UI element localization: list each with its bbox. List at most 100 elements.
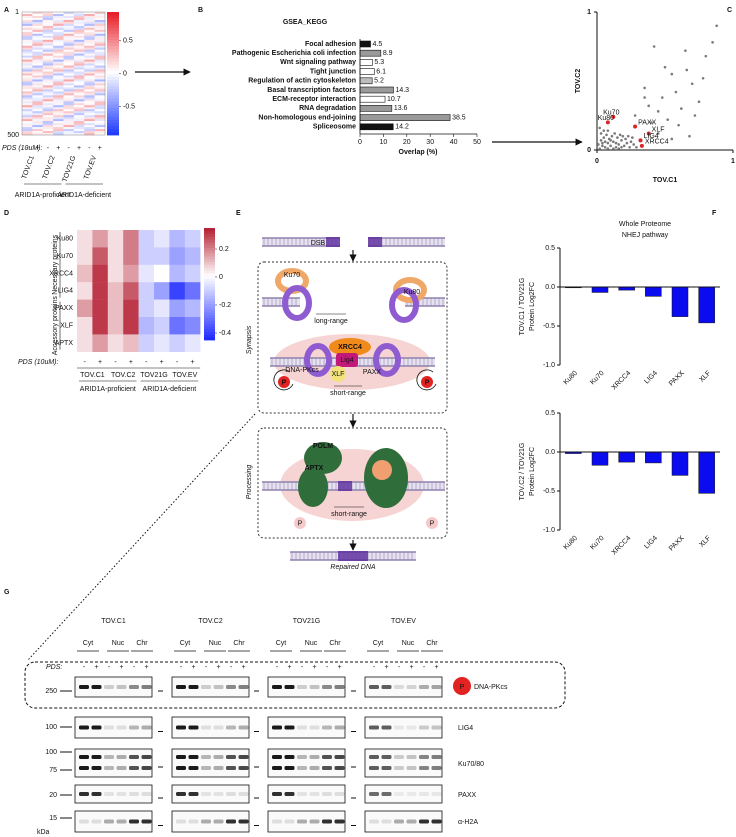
blot-band <box>104 819 114 824</box>
colorbar-step <box>204 286 215 290</box>
heatmap-texture <box>63 55 75 58</box>
heatmap-texture <box>32 73 44 76</box>
colorbar-step <box>204 334 215 338</box>
scatter-point <box>602 136 606 139</box>
protein-label: Ku70/80 <box>458 761 484 768</box>
highlight-point <box>639 143 644 148</box>
ku-ring <box>282 285 312 321</box>
fraction-label: Cyt <box>373 640 384 647</box>
point-label: LIG4 <box>644 133 659 140</box>
synapsis-box <box>257 261 448 414</box>
heatmap-texture <box>42 25 54 29</box>
heatmap-texture <box>84 27 95 31</box>
heatmap-texture <box>84 105 95 108</box>
colorbar-step <box>107 113 119 117</box>
value-label: 10.7 <box>387 96 401 103</box>
scatter-point <box>680 107 683 110</box>
heatmap-texture <box>63 85 75 88</box>
heatmap-texture <box>73 81 85 84</box>
colorbar-step <box>107 30 119 34</box>
heatmap-texture <box>42 133 54 136</box>
heatmap-texture <box>22 87 33 90</box>
heatmap-texture <box>84 23 95 27</box>
heatmap-texture <box>63 87 75 90</box>
heatmap-cell <box>138 230 155 248</box>
heatmap-texture <box>94 101 106 104</box>
heatmap-texture <box>22 133 33 136</box>
x-axis-label: Overlap (%) <box>399 149 438 156</box>
blot-band <box>226 755 236 759</box>
scatter-point <box>650 121 653 124</box>
heatmap-texture <box>73 99 85 102</box>
heatmap-texture <box>32 109 44 112</box>
blot-band <box>201 766 211 770</box>
heatmap-texture <box>22 83 33 86</box>
heatmap-texture <box>84 99 95 102</box>
point-label: XRCC4 <box>645 139 669 146</box>
heatmap-texture <box>73 83 85 86</box>
heatmap-texture <box>63 69 75 72</box>
heatmap-texture <box>84 41 95 45</box>
heatmap-texture <box>94 125 106 128</box>
scatter-point <box>614 141 618 145</box>
cell-line-header: TOV.C1 <box>101 618 126 625</box>
blot-band <box>188 766 199 770</box>
blot-band <box>272 792 282 796</box>
fraction-label: Cyt <box>276 640 287 647</box>
mw-label: 100 <box>45 724 57 731</box>
heatmap-texture <box>42 129 54 132</box>
blot-band <box>91 766 102 770</box>
heatmap-texture <box>53 23 64 27</box>
bar <box>359 86 394 94</box>
heatmap-texture <box>63 103 75 106</box>
heatmap-cell <box>138 264 155 283</box>
value-label: 4.5 <box>373 41 383 48</box>
autophos-arrow <box>416 369 437 391</box>
heatmap-texture <box>22 95 33 98</box>
heatmap-cell <box>92 264 108 283</box>
heatmap-texture <box>42 123 54 126</box>
blot-band <box>129 819 139 824</box>
blot-band <box>309 766 320 770</box>
heatmap-cell <box>92 334 108 352</box>
heatmap-texture <box>22 121 33 124</box>
colorbar-step <box>204 233 215 237</box>
heatmap-texture <box>94 117 106 120</box>
aptx-shape <box>298 467 328 507</box>
heatmap-texture <box>73 23 85 27</box>
bar <box>618 451 635 463</box>
scatter-point <box>684 49 687 52</box>
heatmap-texture <box>84 129 95 132</box>
blot-band <box>284 685 295 689</box>
blot-band <box>188 792 199 796</box>
blot-band <box>309 792 320 796</box>
heatmap-texture <box>53 89 64 92</box>
heatmap-texture <box>32 81 44 84</box>
ku-ring <box>373 343 401 377</box>
heatmap-texture <box>22 71 33 74</box>
blot-frame <box>171 748 250 778</box>
bar <box>645 286 662 297</box>
blot-band <box>129 766 139 770</box>
y-tick-label: 0.0 <box>545 449 555 456</box>
blot-band <box>394 792 404 796</box>
heatmap-texture <box>53 103 64 106</box>
heatmap-texture <box>63 15 75 19</box>
colorbar-step <box>204 264 215 268</box>
heatmap-texture <box>94 73 106 76</box>
heatmap-texture <box>42 53 54 56</box>
blot-band <box>394 725 404 730</box>
blot-band <box>226 685 236 689</box>
phospho-label: P <box>425 379 430 386</box>
heatmap-texture <box>53 71 64 74</box>
panel-label: D <box>4 210 9 217</box>
heatmap-texture <box>94 19 106 23</box>
colorbar-step <box>107 48 119 53</box>
bar <box>645 451 662 464</box>
pds-sign: + <box>129 359 133 366</box>
blot-band <box>176 766 186 770</box>
scatter-point <box>613 132 616 135</box>
heatmap-texture <box>22 79 33 82</box>
pds-sign: + <box>77 145 81 152</box>
heatmap-texture <box>73 127 85 130</box>
